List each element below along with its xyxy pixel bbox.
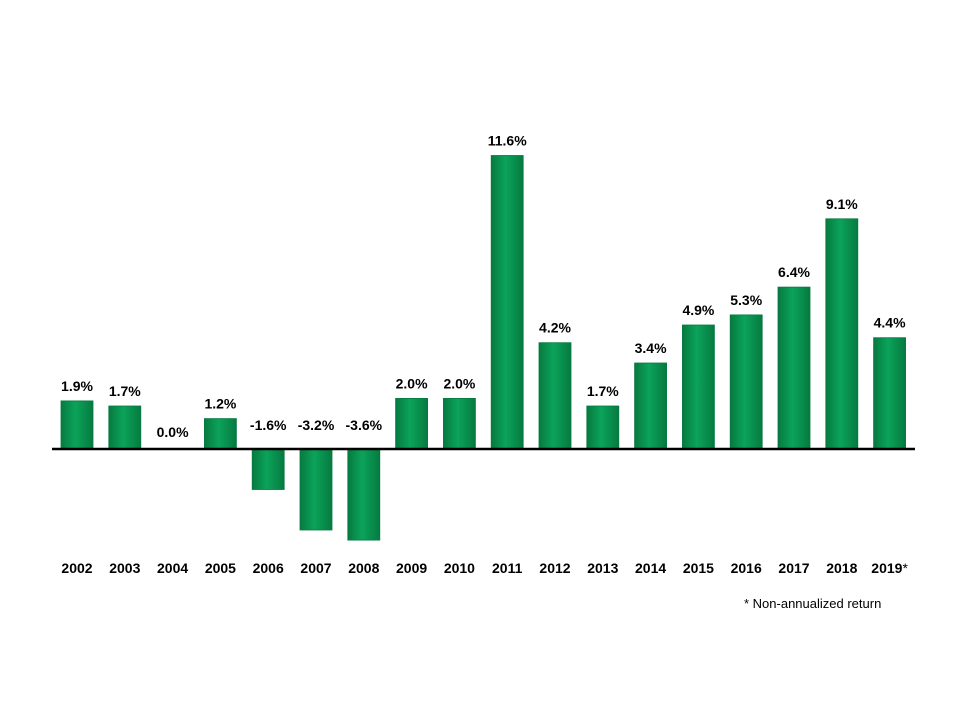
bars-group xyxy=(60,155,906,541)
value-label-2012: 4.2% xyxy=(539,320,571,336)
value-label-2013: 1.7% xyxy=(587,383,619,399)
category-label-2016: 2016 xyxy=(731,560,762,576)
value-label-2014: 3.4% xyxy=(635,340,667,356)
bar-2005 xyxy=(203,418,237,450)
bar-2011 xyxy=(490,155,524,450)
category-labels-group: 2002 2003 2004 2005 2006 2007 2008 2009 2010 2011… xyxy=(61,560,908,576)
value-label-2002: 1.9% xyxy=(61,378,93,394)
category-label-2007: 2007 xyxy=(300,560,331,576)
bar-2015 xyxy=(682,324,715,450)
value-label-2008: -3.6% xyxy=(346,417,383,433)
value-label-2004: 0.0% xyxy=(157,424,189,440)
value-label-2006: -1.6% xyxy=(250,417,287,433)
value-label-2005: 1.2% xyxy=(204,396,236,412)
category-label-2011: 2011 xyxy=(492,560,523,576)
value-label-2015: 4.9% xyxy=(682,302,714,318)
value-labels-group: 1.9% 1.7% 0.0% 1.2% -1.6% -3.2% -3.6% 2.0% 2.0% 1… xyxy=(61,133,906,441)
value-label-2018: 9.1% xyxy=(826,196,858,212)
category-label-2002: 2002 xyxy=(61,560,92,576)
category-label-2005: 2005 xyxy=(205,560,236,576)
category-label-2010: 2010 xyxy=(444,560,475,576)
bar-2009 xyxy=(395,397,429,450)
category-label-2017: 2017 xyxy=(778,560,809,576)
category-label-2012: 2012 xyxy=(539,560,570,576)
bar-2008 xyxy=(347,448,381,541)
bar-2002 xyxy=(60,400,94,450)
category-label-2013: 2013 xyxy=(587,560,618,576)
bar-2007 xyxy=(299,448,333,531)
bar-2014 xyxy=(634,362,667,450)
category-label-2004: 2004 xyxy=(157,560,188,576)
category-label-2008: 2008 xyxy=(348,560,379,576)
category-label-2019: 2019* xyxy=(871,560,908,576)
bar-2016 xyxy=(729,314,763,450)
value-label-2003: 1.7% xyxy=(109,383,141,399)
value-label-2016: 5.3% xyxy=(730,292,762,308)
value-label-2010: 2.0% xyxy=(443,375,475,391)
bar-2017 xyxy=(777,286,811,450)
value-label-2017: 6.4% xyxy=(778,264,810,280)
category-label-2014: 2014 xyxy=(635,560,666,576)
bar-2010 xyxy=(442,397,476,450)
footnote: * Non-annualized return xyxy=(744,596,882,611)
value-label-2009: 2.0% xyxy=(396,375,428,391)
bar-2013 xyxy=(586,405,620,450)
category-label-2006: 2006 xyxy=(253,560,284,576)
bar-2018 xyxy=(825,218,859,450)
value-label-2007: -3.2% xyxy=(298,417,335,433)
bar-2006 xyxy=(251,448,285,490)
bar-2003 xyxy=(108,405,142,450)
bar-2012 xyxy=(538,342,572,450)
category-label-2015: 2015 xyxy=(683,560,714,576)
value-label-2011: 11.6% xyxy=(488,133,527,149)
value-label-2019: 4.4% xyxy=(874,315,906,331)
category-label-2018: 2018 xyxy=(826,560,857,576)
category-label-2003: 2003 xyxy=(109,560,140,576)
bar-2019 xyxy=(873,337,906,450)
category-suffix-2019: * xyxy=(902,560,908,576)
category-label-2009: 2009 xyxy=(396,560,427,576)
